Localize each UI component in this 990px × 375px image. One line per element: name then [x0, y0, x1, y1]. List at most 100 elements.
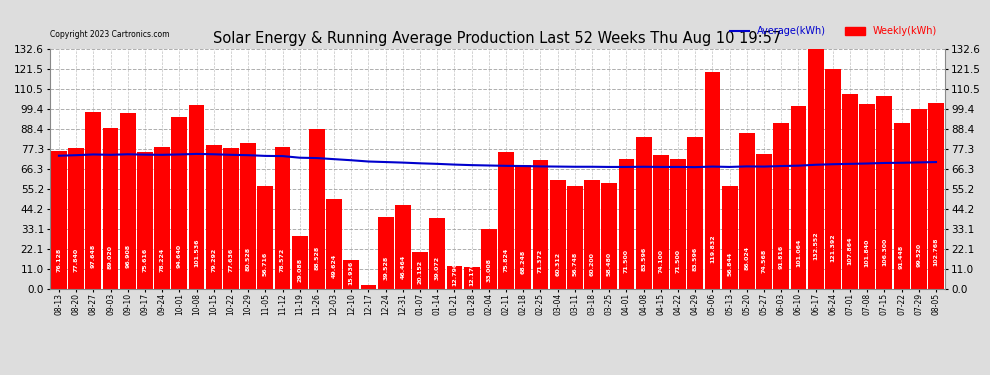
Bar [309, 129, 325, 289]
Text: 77.840: 77.840 [73, 248, 78, 272]
Bar [601, 183, 617, 289]
Text: 56.748: 56.748 [572, 252, 577, 276]
Bar [773, 123, 789, 289]
Bar [825, 69, 841, 289]
Bar [670, 159, 686, 289]
Bar [498, 152, 514, 289]
Bar [257, 186, 273, 289]
Text: 12.796: 12.796 [452, 262, 457, 286]
Bar [463, 267, 479, 289]
Text: 88.528: 88.528 [315, 245, 320, 270]
Text: 78.572: 78.572 [280, 248, 285, 272]
Text: 86.024: 86.024 [744, 246, 749, 270]
Bar [103, 128, 119, 289]
Text: 15.936: 15.936 [348, 261, 353, 285]
Text: 49.624: 49.624 [332, 254, 337, 278]
Bar [137, 152, 152, 289]
Bar [584, 180, 600, 289]
Legend: Average(kWh), Weekly(kWh): Average(kWh), Weekly(kWh) [726, 22, 940, 40]
Bar [120, 113, 136, 289]
Text: 78.224: 78.224 [159, 248, 164, 272]
Text: 68.248: 68.248 [521, 250, 526, 274]
Text: 106.300: 106.300 [882, 237, 887, 266]
Text: 83.596: 83.596 [642, 246, 646, 271]
Bar [516, 165, 532, 289]
Text: 79.292: 79.292 [211, 247, 216, 272]
Bar [808, 49, 824, 289]
Text: 12.176: 12.176 [469, 262, 474, 286]
Bar [241, 143, 256, 289]
Bar [274, 147, 290, 289]
Text: 58.480: 58.480 [607, 252, 612, 276]
Bar [326, 199, 342, 289]
Bar [894, 123, 910, 289]
Text: 71.500: 71.500 [675, 249, 680, 273]
Text: Copyright 2023 Cartronics.com: Copyright 2023 Cartronics.com [50, 30, 169, 39]
Text: 76.128: 76.128 [56, 248, 61, 272]
Bar [653, 154, 669, 289]
Text: 39.528: 39.528 [383, 256, 388, 280]
Bar [636, 138, 651, 289]
Text: 121.392: 121.392 [831, 234, 836, 262]
Text: 60.200: 60.200 [590, 252, 595, 276]
Text: 39.072: 39.072 [435, 256, 440, 280]
Text: 101.840: 101.840 [864, 238, 869, 267]
Text: 97.648: 97.648 [91, 243, 96, 267]
Bar [85, 112, 101, 289]
Bar [705, 72, 721, 289]
Bar [842, 93, 858, 289]
Bar [722, 186, 738, 289]
Bar [171, 117, 187, 289]
Text: 102.768: 102.768 [934, 238, 939, 266]
Text: 83.596: 83.596 [693, 246, 698, 271]
Bar [378, 217, 394, 289]
Text: 132.552: 132.552 [813, 231, 818, 260]
Text: 101.536: 101.536 [194, 238, 199, 267]
Bar [481, 229, 497, 289]
Text: 94.640: 94.640 [177, 244, 182, 268]
Text: 91.816: 91.816 [779, 244, 784, 269]
Bar [446, 266, 462, 289]
Bar [223, 148, 239, 289]
Text: 107.864: 107.864 [847, 237, 852, 266]
Text: 119.832: 119.832 [710, 234, 715, 263]
Text: 75.824: 75.824 [504, 248, 509, 272]
Bar [412, 252, 428, 289]
Text: 74.568: 74.568 [761, 248, 766, 273]
Bar [206, 145, 222, 289]
Text: 29.088: 29.088 [297, 258, 302, 282]
Text: 89.020: 89.020 [108, 245, 113, 269]
Text: 74.100: 74.100 [658, 249, 663, 273]
Bar [859, 104, 875, 289]
Text: 56.844: 56.844 [727, 252, 733, 276]
Bar [68, 148, 84, 289]
Text: 75.616: 75.616 [143, 248, 148, 272]
Bar [567, 186, 583, 289]
Bar [911, 109, 927, 289]
Bar [154, 147, 170, 289]
Bar [189, 105, 205, 289]
Bar [360, 285, 376, 289]
Bar [790, 106, 806, 289]
Bar [876, 96, 892, 289]
Text: 20.152: 20.152 [418, 260, 423, 284]
Bar [533, 160, 548, 289]
Bar [395, 205, 411, 289]
Text: 77.636: 77.636 [229, 248, 234, 272]
Text: 91.448: 91.448 [899, 244, 904, 269]
Text: 80.528: 80.528 [246, 247, 250, 271]
Bar [430, 218, 446, 289]
Text: 99.520: 99.520 [917, 243, 922, 267]
Text: 46.464: 46.464 [400, 254, 405, 279]
Bar [739, 133, 754, 289]
Bar [756, 154, 772, 289]
Bar [619, 159, 635, 289]
Bar [292, 236, 308, 289]
Text: 60.312: 60.312 [555, 252, 560, 276]
Title: Solar Energy & Running Average Production Last 52 Weeks Thu Aug 10 19:57: Solar Energy & Running Average Productio… [214, 31, 781, 46]
Bar [928, 103, 943, 289]
Text: 56.716: 56.716 [262, 252, 268, 276]
Text: 33.008: 33.008 [486, 258, 491, 282]
Bar [51, 151, 67, 289]
Bar [344, 260, 359, 289]
